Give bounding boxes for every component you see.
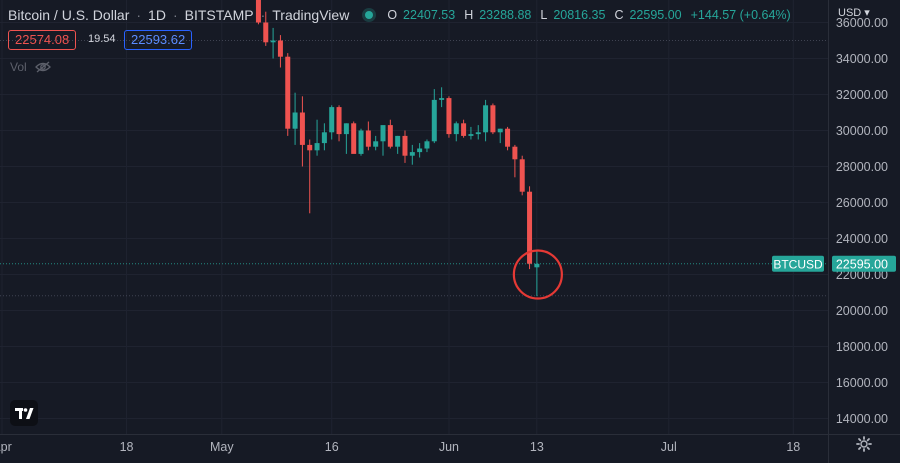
open-value: 22407.53 (403, 8, 456, 22)
time-tick-label: Jul (661, 440, 677, 454)
symbol-badge (772, 255, 824, 272)
candle-body (373, 141, 379, 147)
candle-body (424, 141, 430, 149)
candle-body (358, 130, 364, 154)
candle-body (417, 148, 423, 153)
price-tick-label: 30000.00 (836, 124, 888, 138)
price-tick-label: 34000.00 (836, 52, 888, 66)
time-tick-label: 18 (786, 440, 800, 454)
candle-body (453, 123, 459, 135)
header-separator: · (172, 7, 178, 23)
candle-body (314, 143, 320, 151)
volume-label: Vol (10, 60, 27, 74)
candle-body (431, 99, 437, 142)
symbol-badge-label: BTCUSD (773, 257, 823, 271)
close-label: C (614, 8, 624, 22)
change-value: +144.57 (+0.64%) (690, 8, 791, 22)
candle-body (497, 128, 503, 133)
highlight-circle (512, 249, 563, 300)
time-tick-label: 13 (530, 440, 544, 454)
candle-body (321, 132, 327, 144)
candle-body (387, 125, 393, 147)
candle-body (439, 98, 445, 100)
open-label: O (387, 8, 398, 22)
candle-body (336, 107, 342, 135)
candle-body (512, 146, 518, 160)
candle-body (299, 112, 305, 145)
candle-body (292, 112, 298, 129)
time-tick-label: Apr (0, 440, 12, 454)
price-tick-label: 14000.00 (836, 412, 888, 426)
tradingview-logo-icon[interactable] (10, 400, 38, 426)
candle-body (380, 125, 386, 142)
candle-body (270, 40, 276, 43)
candle-body (534, 263, 540, 268)
currency-label: USD (838, 7, 862, 19)
last-price-label: 22595.00 (836, 257, 888, 271)
candle-body (285, 56, 291, 129)
symbol-name[interactable]: Bitcoin / U.S. Dollar (8, 7, 130, 23)
price-tick-label: 28000.00 (836, 160, 888, 174)
price-axis-panel (828, 0, 900, 463)
header-separator: · (136, 7, 142, 23)
source-label: TradingView (272, 7, 350, 23)
chevron-down-icon: ▾ (864, 7, 870, 19)
buy-price-button[interactable]: 22593.62 (124, 30, 193, 50)
candle-body (519, 159, 525, 192)
candle-body (527, 191, 533, 264)
candle-body (365, 130, 371, 147)
low-value: 20816.35 (553, 8, 606, 22)
candle-body (505, 128, 511, 147)
candle-body (446, 98, 452, 135)
low-label: L (540, 8, 548, 22)
gear-icon[interactable] (856, 436, 872, 452)
candle-body (409, 152, 415, 156)
eye-hidden-icon[interactable] (34, 61, 51, 73)
time-tick-label: Jun (439, 440, 459, 454)
high-value: 23288.88 (479, 8, 532, 22)
candle-body (402, 135, 408, 156)
last-price-badge (832, 255, 896, 272)
symbol-header[interactable]: Bitcoin / U.S. Dollar · 1D · BITSTAMP · … (8, 6, 794, 24)
spread-value: 19.54 (88, 33, 116, 45)
candle-body (329, 107, 335, 133)
candle-body (255, 0, 261, 23)
sell-price-button[interactable]: 22574.08 (8, 30, 77, 50)
candle-body (263, 22, 269, 43)
price-tick-label: 36000.00 (836, 16, 888, 30)
candle-body (490, 105, 496, 133)
candle-body (468, 134, 474, 136)
candle-body (343, 123, 349, 135)
price-tick-label: 18000.00 (836, 340, 888, 354)
header-separator: · (260, 7, 266, 23)
currency-selector[interactable]: USD ▾ (838, 6, 870, 19)
candle-body (351, 123, 357, 154)
candle-body (475, 132, 481, 135)
ohlc-values: O 22407.53 H 23288.88 L 20816.35 C 22595.00 … (387, 8, 793, 22)
interval-label[interactable]: 1D (148, 7, 166, 23)
candle-body (395, 135, 401, 147)
time-tick-label: 18 (120, 440, 134, 454)
exchange-label: BITSTAMP (184, 7, 254, 23)
volume-legend[interactable]: Vol (10, 60, 51, 74)
price-tick-label: 26000.00 (836, 196, 888, 210)
time-tick-label: May (210, 440, 234, 454)
candle-body (307, 144, 313, 151)
time-tick-label: 16 (325, 440, 339, 454)
price-tick-label: 24000.00 (836, 232, 888, 246)
candle-body (483, 105, 489, 133)
high-label: H (464, 8, 474, 22)
price-tick-label: 16000.00 (836, 376, 888, 390)
price-tick-label: 20000.00 (836, 304, 888, 318)
close-value: 22595.00 (629, 8, 682, 22)
price-tick-label: 32000.00 (836, 88, 888, 102)
market-open-icon (365, 11, 374, 19)
candle-body (277, 40, 283, 57)
candle-body (461, 123, 467, 136)
